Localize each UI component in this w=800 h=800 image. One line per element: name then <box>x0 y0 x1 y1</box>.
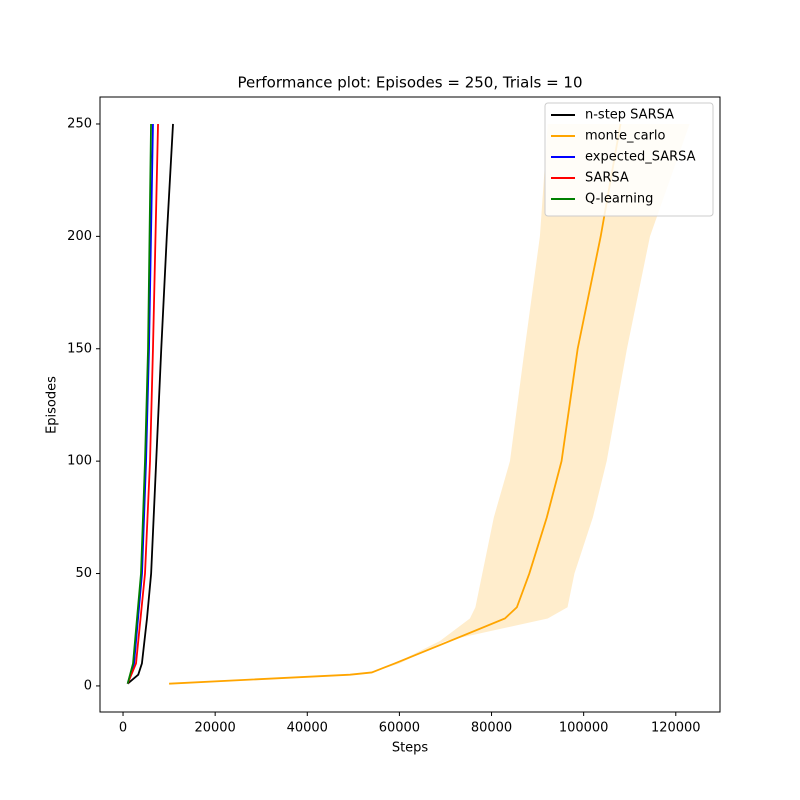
x-tick-label: 40000 <box>287 721 328 736</box>
confidence-band <box>169 123 690 684</box>
y-tick-label: 50 <box>75 566 92 581</box>
y-axis-label: Episodes <box>45 376 60 434</box>
series-line <box>126 123 152 684</box>
x-tick-label: 120000 <box>651 721 701 736</box>
x-axis-label: Steps <box>392 741 429 756</box>
series-line <box>169 123 622 685</box>
legend-label: SARSA <box>585 171 629 186</box>
y-tick-label: 200 <box>67 229 92 244</box>
legend-label: monte_carlo <box>585 129 666 144</box>
y-tick-label: 250 <box>67 116 92 131</box>
x-tick-label: 60000 <box>379 721 420 736</box>
chart-title: Performance plot: Episodes = 250, Trials… <box>237 74 582 92</box>
legend-label: n-step SARSA <box>585 108 674 123</box>
legend-box <box>544 102 714 217</box>
x-tick-label: 100000 <box>559 721 609 736</box>
y-tick-label: 150 <box>67 341 92 356</box>
x-tick-label: 0 <box>119 721 127 736</box>
y-tick-label: 0 <box>84 678 92 693</box>
legend-label: expected_SARSA <box>585 150 696 165</box>
series-line <box>127 123 174 685</box>
series-line <box>126 123 159 685</box>
plot-frame <box>99 96 721 713</box>
x-tick-label: 80000 <box>471 721 512 736</box>
legend-label: Q-learning <box>585 192 653 207</box>
x-tick-label: 20000 <box>194 721 235 736</box>
y-tick-label: 100 <box>67 454 92 469</box>
